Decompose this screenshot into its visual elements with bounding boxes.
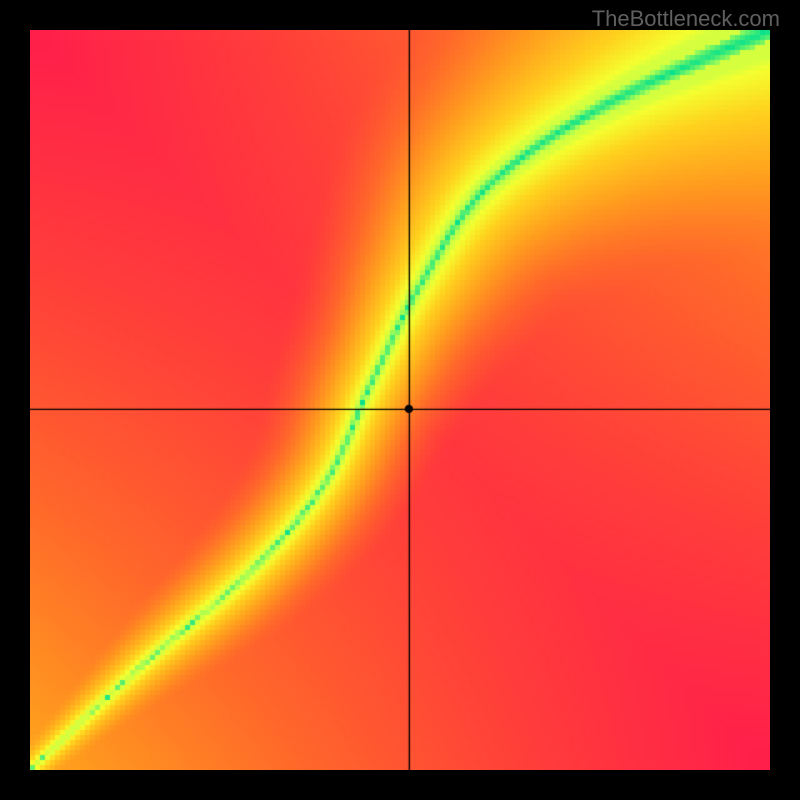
watermark-text: TheBottleneck.com	[592, 6, 780, 32]
chart-container: TheBottleneck.com	[0, 0, 800, 800]
bottleneck-heatmap	[30, 30, 770, 770]
